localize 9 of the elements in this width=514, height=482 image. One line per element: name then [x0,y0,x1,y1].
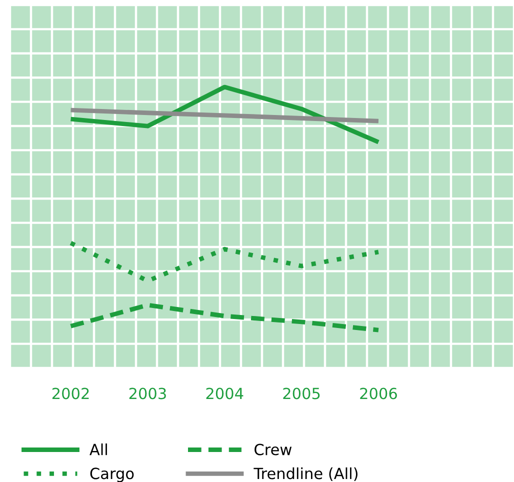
legend-label: Cargo [90,468,134,482]
x-tick-label: 2004 [206,388,244,400]
x-tick-label: 2005 [283,388,320,400]
legend-label: Crew [254,444,292,456]
x-tick-label: 2002 [52,388,89,400]
x-tick-label: 2003 [129,388,166,400]
legend-label: All [90,443,107,456]
x-tick-label: 2006 [360,388,397,400]
legend-label: Trendline (All) [254,467,358,482]
